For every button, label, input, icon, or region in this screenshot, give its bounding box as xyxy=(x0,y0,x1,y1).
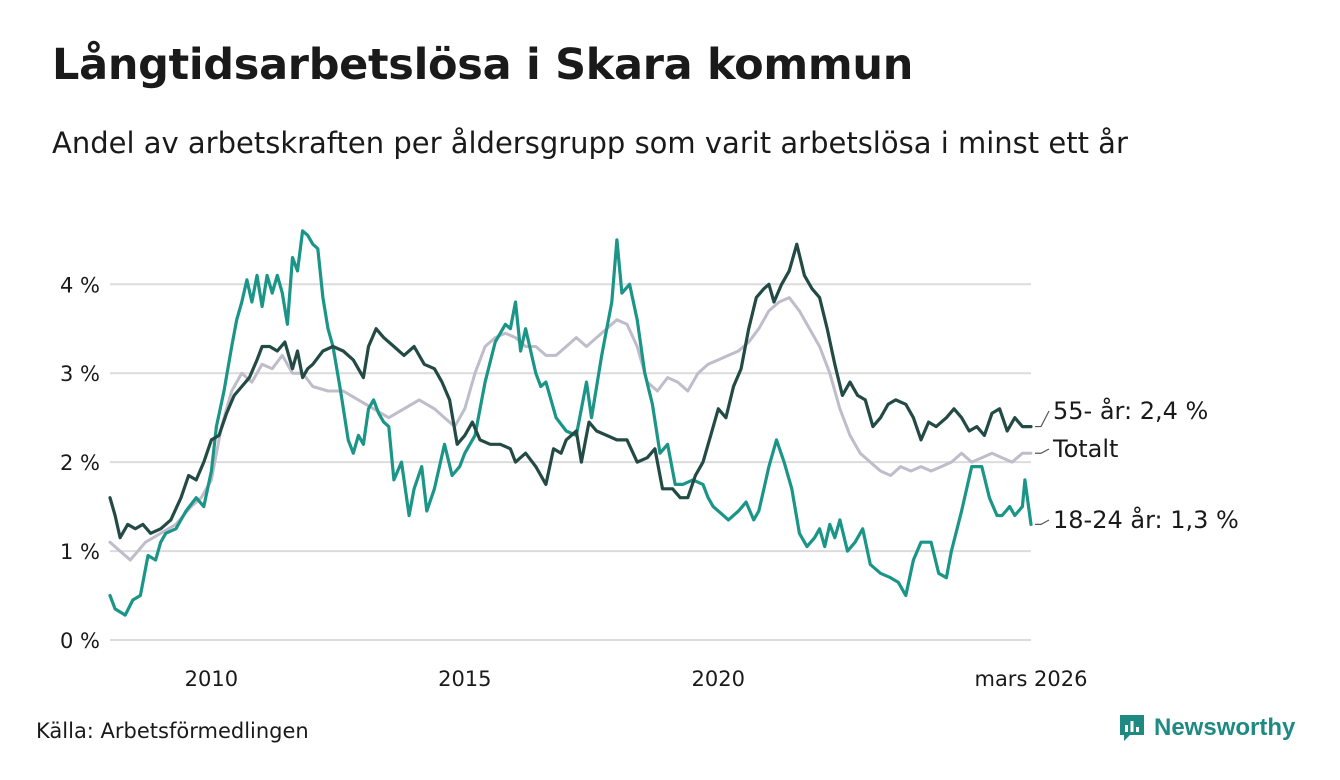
newsworthy-logo-icon xyxy=(1120,715,1144,741)
label-connector xyxy=(1035,519,1050,525)
label-connector xyxy=(1035,448,1050,454)
x-axis-ticks: 2010 2015 2020 mars 2026 xyxy=(185,667,1088,691)
end-labels: Totalt 18-24 år: 1,3 % 55- år: 2,4 % xyxy=(1035,396,1239,534)
chart-title: Långtidsarbetslösa i Skara kommun xyxy=(52,40,914,90)
series-end-label: Totalt xyxy=(1052,435,1118,463)
y-tick-label: 2 % xyxy=(60,451,100,475)
x-tick-label: 2015 xyxy=(438,667,491,691)
series-line-55-r xyxy=(108,242,1033,540)
y-tick-label: 0 % xyxy=(60,629,100,653)
series-end-label: 18-24 år: 1,3 % xyxy=(1053,505,1239,534)
newsworthy-logo-text: Newsworthy xyxy=(1154,714,1296,741)
y-tick-label: 4 % xyxy=(60,273,100,297)
x-tick-label: 2020 xyxy=(692,667,745,691)
y-axis-ticks: 0 % 1 % 2 % 3 % 4 % xyxy=(60,273,100,653)
grid-lines xyxy=(110,283,1031,641)
newsworthy-logo[interactable]: Newsworthy xyxy=(1118,713,1295,743)
x-tick-label: mars 2026 xyxy=(974,667,1087,691)
label-connector xyxy=(1035,410,1050,428)
x-tick-label: 2010 xyxy=(185,667,238,691)
series-end-label: 55- år: 2,4 % xyxy=(1053,396,1208,425)
series-line-totalt xyxy=(108,296,1033,562)
y-tick-label: 1 % xyxy=(60,540,100,564)
y-tick-label: 3 % xyxy=(60,362,100,386)
chart-subtitle: Andel av arbetskraften per åldersgrupp s… xyxy=(52,126,1128,160)
series-line-18-24-r xyxy=(108,229,1033,617)
series-lines xyxy=(108,229,1033,617)
line-chart: 0 % 1 % 2 % 3 % 4 % 2010 2015 2020 mars 2026 To… xyxy=(60,229,1239,691)
source-note: Källa: Arbetsförmedlingen xyxy=(36,719,309,743)
